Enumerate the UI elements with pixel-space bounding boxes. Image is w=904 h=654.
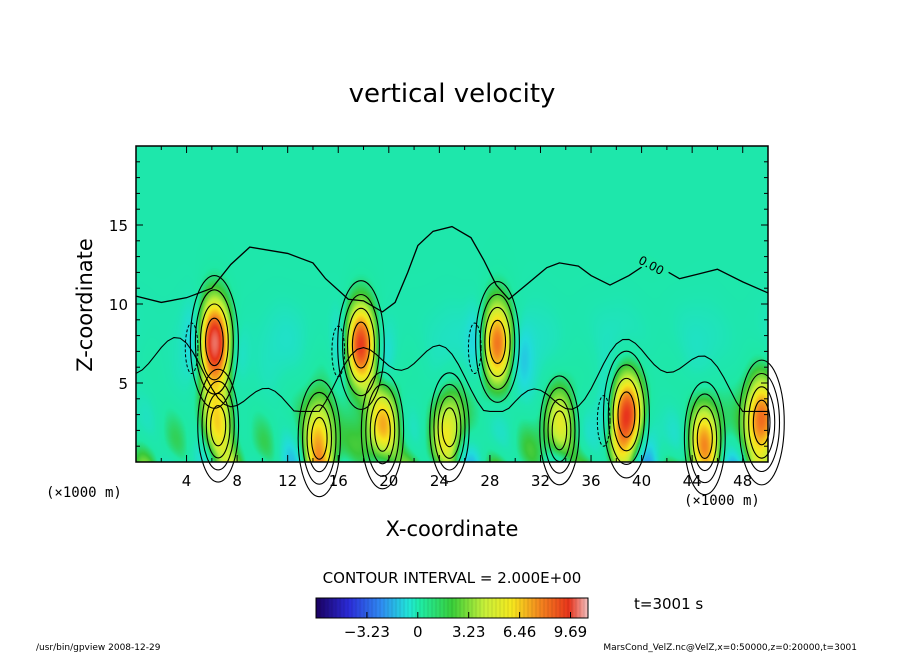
- contour-ring: [306, 404, 333, 473]
- contour-ring: [738, 359, 785, 486]
- colorbar: −3.23 0 3.23 6.46 9.69: [315, 597, 589, 641]
- contour-ring: [475, 280, 520, 403]
- contour-ring: [551, 410, 568, 451]
- y-axis-label: Z-coordinate: [73, 238, 97, 372]
- time-label: t=3001 s: [634, 595, 703, 613]
- colorbar-tick-label: 9.69: [554, 623, 587, 641]
- contour-ring: [441, 407, 458, 448]
- contour-ring: [612, 377, 641, 452]
- colorbar-tick-label: 3.23: [452, 623, 485, 641]
- colorbar-tick-label: 6.46: [503, 623, 536, 641]
- contour-ring: [752, 399, 771, 446]
- contour-ring: [543, 387, 576, 474]
- contour-ring: [429, 372, 470, 483]
- y-tick-label: 10: [109, 296, 128, 314]
- x-tick-label: 4: [182, 472, 192, 490]
- low-level-contour-line: [135, 337, 768, 412]
- contour-ring: [374, 408, 391, 452]
- plot-area: 0.00: [135, 145, 785, 498]
- x-tick-label: 40: [632, 472, 651, 490]
- contour-ring: [360, 371, 405, 490]
- x-tick-label: 24: [430, 472, 449, 490]
- contour-lines: [135, 225, 785, 498]
- contour-ring: [748, 386, 776, 459]
- x-tick-label: 44: [683, 472, 702, 490]
- x-tick-label: 28: [480, 472, 499, 490]
- x-tick-label: 48: [733, 472, 752, 490]
- x-unit-right: (×1000 m): [684, 493, 760, 509]
- x-axis-label: X-coordinate: [386, 517, 519, 541]
- colorbar-tick-label: −3.23: [344, 623, 390, 641]
- y-axis-ticks: 5 10 15: [109, 161, 768, 447]
- contour-ring: [205, 392, 231, 459]
- contour-ring: [310, 416, 328, 460]
- contour-ring: [369, 396, 396, 465]
- contour-ring: [342, 293, 380, 397]
- contour-ring: [479, 293, 516, 390]
- x-axis-ticks: 4 8 12 16 20 24 28 32 36 40 44 48: [160, 146, 752, 490]
- colorbar-tick-label: 0: [413, 623, 423, 641]
- y-tick-label: 5: [118, 375, 128, 393]
- contour-ring: [433, 383, 466, 471]
- contour-ring: [488, 319, 507, 365]
- contour-ring: [337, 280, 385, 410]
- x-tick-label: 12: [278, 472, 297, 490]
- contour-ring: [365, 383, 400, 477]
- contour-ring: [199, 303, 229, 381]
- chart-title: vertical velocity: [349, 79, 556, 109]
- negative-contour: [467, 322, 482, 375]
- contour-ring: [484, 306, 511, 377]
- x-unit-left: (×1000 m): [46, 485, 122, 501]
- contour-ring: [204, 317, 224, 367]
- contour-ring: [696, 417, 713, 459]
- contour-ring: [607, 364, 646, 465]
- x-tick-label: 16: [329, 472, 348, 490]
- footer-right: MarsCond_VelZ.nc@VelZ,x=0:50000,z=0:2000…: [603, 643, 857, 653]
- contour-ring: [688, 393, 722, 484]
- contour-ring: [302, 391, 337, 485]
- colorbar-ticks: −3.23 0 3.23 6.46 9.69: [344, 612, 587, 641]
- y-tick-label: 15: [109, 217, 128, 235]
- contour-ring: [539, 375, 580, 486]
- velocity-field-heatmap: [136, 146, 768, 462]
- contour-ring: [201, 380, 235, 471]
- contour-ring: [210, 404, 227, 447]
- contour-ring: [437, 395, 462, 459]
- negative-contour: [596, 395, 611, 447]
- contour-ring: [602, 350, 650, 479]
- contour-ring: [194, 289, 234, 395]
- x-tick-label: 8: [232, 472, 242, 490]
- contour-ring: [617, 391, 636, 438]
- contour-ring: [351, 321, 371, 369]
- x-tick-label: 32: [531, 472, 550, 490]
- contour-ring: [683, 381, 726, 496]
- contour-ring: [297, 379, 341, 498]
- footer-left: /usr/bin/gpview 2008-12-29: [36, 643, 161, 653]
- contour-ring: [346, 307, 376, 383]
- contour-interval: CONTOUR INTERVAL = 2.000E+00: [323, 569, 582, 587]
- contour-ring: [743, 372, 781, 473]
- contour-label-bg: [634, 251, 672, 280]
- negative-contour: [184, 322, 199, 375]
- contour-ring: [197, 368, 240, 483]
- colorbar-stripes: [319, 598, 585, 618]
- x-tick-label: 20: [379, 472, 398, 490]
- x-tick-label: 36: [581, 472, 600, 490]
- contour-ring: [692, 405, 718, 472]
